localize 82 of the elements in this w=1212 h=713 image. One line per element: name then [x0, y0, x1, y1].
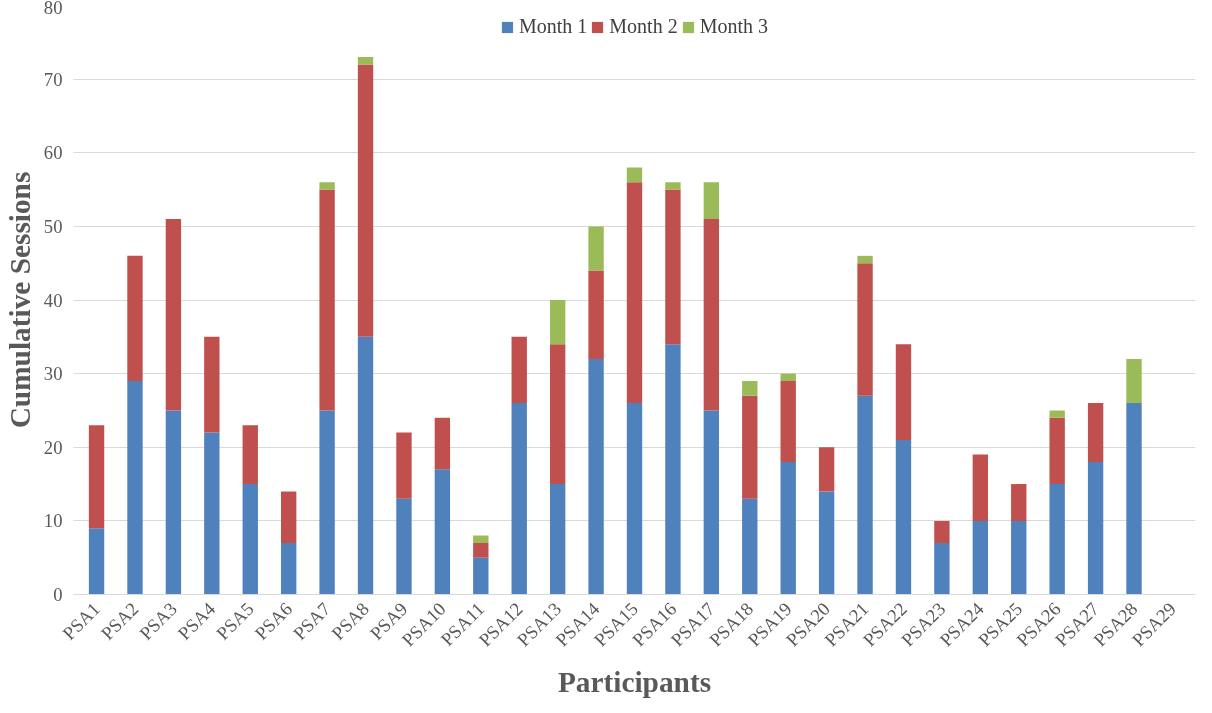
bar — [1126, 358, 1142, 404]
bar — [780, 380, 796, 462]
bar — [473, 535, 489, 543]
bar — [549, 344, 566, 485]
bar — [934, 542, 950, 595]
legend-label: Month 1 — [518, 15, 588, 38]
bar — [972, 520, 989, 595]
bar — [1011, 520, 1027, 595]
bar — [127, 255, 143, 381]
bar — [857, 263, 873, 396]
bar — [204, 432, 220, 595]
bar — [588, 226, 604, 271]
bar — [473, 557, 489, 595]
bar — [703, 410, 720, 595]
bar — [742, 395, 758, 499]
bar — [626, 182, 643, 404]
y-tick-label: 20 — [43, 436, 63, 458]
bar — [127, 380, 143, 595]
bar — [280, 542, 297, 595]
bar — [511, 336, 527, 404]
bar — [1049, 484, 1065, 595]
bar — [742, 498, 758, 595]
y-tick-label: 0 — [53, 584, 63, 605]
bar — [242, 425, 258, 485]
bar — [165, 410, 182, 595]
bar — [165, 219, 182, 411]
y-tick-label: 10 — [43, 510, 63, 532]
bar — [857, 395, 873, 595]
bar — [972, 454, 989, 521]
bar — [434, 417, 451, 470]
bar — [357, 57, 374, 65]
bar — [588, 270, 604, 359]
bar — [511, 403, 527, 595]
bar — [703, 182, 720, 220]
bar — [857, 255, 873, 264]
bar — [88, 425, 105, 529]
bar — [357, 336, 374, 595]
bar — [396, 498, 412, 595]
bar — [626, 167, 643, 183]
legend-label: Month 3 — [699, 15, 769, 38]
bar — [780, 461, 796, 595]
x-axis-title: Participants — [557, 665, 712, 698]
bar — [473, 542, 489, 558]
bar — [280, 491, 297, 543]
y-tick-label: 40 — [43, 289, 63, 311]
legend-label: Month 2 — [609, 15, 678, 38]
bar — [1126, 403, 1142, 595]
bar — [319, 410, 335, 595]
y-tick-label: 50 — [43, 215, 63, 237]
bar — [665, 182, 681, 190]
bar — [665, 344, 681, 595]
bar — [895, 344, 912, 440]
bar — [626, 403, 643, 595]
bar — [1049, 417, 1065, 485]
bar — [818, 447, 835, 492]
bar — [818, 491, 835, 595]
bar — [1049, 410, 1065, 418]
bar — [895, 439, 912, 595]
bar — [242, 484, 258, 595]
bar — [88, 528, 105, 595]
bar — [319, 189, 335, 411]
bar — [434, 469, 451, 595]
bar — [396, 432, 412, 499]
bar — [549, 484, 566, 595]
bar — [665, 189, 681, 345]
y-tick-label: 60 — [43, 142, 63, 164]
bar — [357, 64, 374, 337]
bar — [742, 380, 758, 396]
bar — [588, 358, 604, 595]
y-tick-label: 70 — [43, 68, 63, 90]
bar — [703, 219, 720, 411]
bar — [780, 373, 796, 381]
bar — [319, 182, 335, 190]
bar — [549, 300, 566, 345]
bar — [1087, 403, 1104, 462]
y-axis-title: Cumulative Sessions — [3, 171, 36, 429]
bar — [1087, 461, 1104, 595]
y-tick-label: 30 — [43, 363, 63, 385]
y-tick-label: 80 — [43, 0, 63, 18]
bar — [934, 520, 950, 543]
bar — [204, 336, 220, 433]
bar — [1011, 484, 1027, 521]
